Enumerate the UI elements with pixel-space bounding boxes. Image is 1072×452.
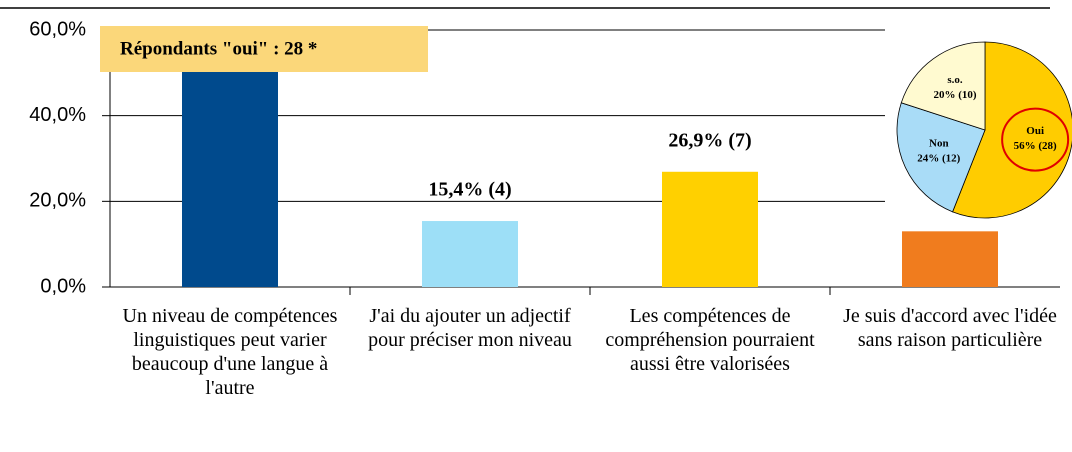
annotation-box <box>100 26 428 72</box>
value-label: 26,9% (7) <box>668 129 751 151</box>
x-tick-label: Je suis d'accord avec l'idée sans raison… <box>843 305 1057 351</box>
bar <box>422 221 518 287</box>
annotation: Répondants "oui" : 28 * <box>120 38 317 59</box>
y-tick-label: 0,0% <box>40 275 86 297</box>
pie-slice <box>900 41 986 131</box>
pie-label: s.o. <box>947 74 963 86</box>
pie-value-label: 24% (12) <box>917 152 960 164</box>
y-tick-label: 60,0% <box>29 18 86 40</box>
pie-value-label: 56% (28) <box>1014 140 1057 152</box>
x-tick-label: Un niveau de compétences linguistiques p… <box>122 305 338 399</box>
x-tick-label: J'ai du ajouter un adjectif pour précise… <box>368 305 572 351</box>
x-tick-label: Les compétences de compréhension pourrai… <box>605 305 815 375</box>
value-label: 15,4% (4) <box>428 179 511 201</box>
bar <box>182 51 278 287</box>
bar <box>902 231 998 287</box>
bar <box>662 171 758 287</box>
pie-slice <box>952 41 1072 219</box>
pie-slice <box>896 102 986 213</box>
pie-value-label: 20% (10) <box>933 89 976 101</box>
y-tick-label: 20,0% <box>29 190 86 212</box>
pie-label: Non <box>929 137 949 149</box>
pie-label: Oui <box>1026 125 1044 137</box>
y-tick-label: 40,0% <box>29 104 86 126</box>
highlight-circle <box>1001 107 1070 172</box>
